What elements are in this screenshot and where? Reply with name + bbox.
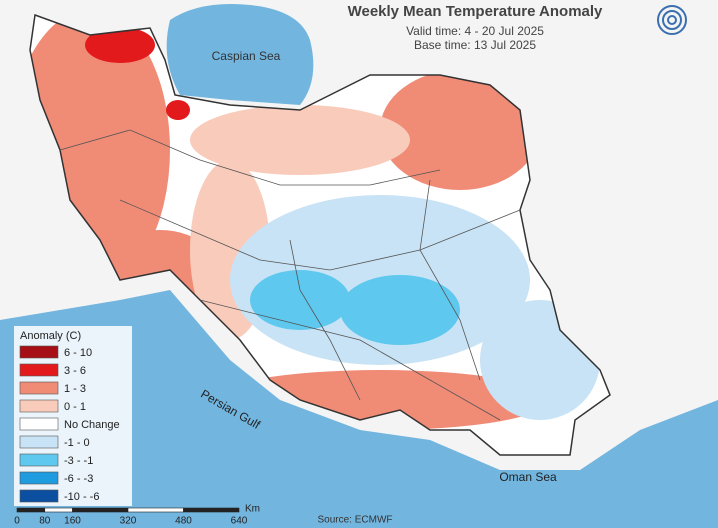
legend-label: -6 - -3	[64, 473, 93, 485]
scale-segment	[16, 507, 46, 513]
anomaly-area	[190, 105, 410, 175]
water-label: Oman Sea	[499, 470, 557, 484]
legend-swatch	[19, 363, 59, 377]
legend-label: 1 - 3	[64, 383, 86, 395]
scale-tick-label: 320	[120, 516, 137, 527]
scale-segment	[72, 507, 129, 513]
anomaly-field	[30, 15, 600, 430]
legend-swatch	[19, 489, 59, 503]
legend-swatch	[19, 435, 59, 449]
source: Source: ECMWF	[317, 515, 392, 526]
scale-tick-label: 480	[175, 516, 192, 527]
province-borders	[59, 129, 521, 421]
legend-label: 0 - 1	[64, 401, 86, 413]
anomaly-area	[166, 100, 190, 120]
legend-swatch	[19, 381, 59, 395]
anomaly-area	[380, 70, 540, 190]
legend-label: -1 - 0	[64, 437, 90, 449]
legend-label: 3 - 6	[64, 365, 86, 377]
scale-tick-label: 80	[39, 516, 51, 527]
anomaly-area	[250, 270, 350, 330]
scale-tick-label: 160	[64, 516, 81, 527]
map-title: Weekly Mean Temperature Anomaly	[348, 3, 603, 20]
legend-swatch	[19, 399, 59, 413]
southern-sea	[0, 290, 718, 528]
valid-time: Valid time: 4 - 20 Jul 2025	[406, 24, 544, 38]
caspian-sea	[166, 4, 314, 105]
base-time: Base time: 13 Jul 2025	[414, 38, 536, 52]
scale-tick-label: 0	[14, 516, 20, 527]
iran-border	[29, 13, 611, 456]
legend-swatch	[19, 471, 59, 485]
scale-tick-label: 640	[231, 516, 248, 527]
scale-segment	[44, 507, 73, 513]
legend-title: Anomaly (C)	[20, 330, 81, 342]
logo	[657, 5, 687, 35]
legend-label: No Change	[64, 419, 120, 431]
scale-segment	[127, 507, 184, 513]
legend-label: -10 - -6	[64, 491, 99, 503]
scale-segment	[183, 507, 240, 513]
anomaly-area	[340, 275, 460, 345]
legend-swatch	[19, 453, 59, 467]
legend: Anomaly (C) 6 - 10 3 - 6 1 - 3 0 - 1 No Chan…	[14, 326, 132, 506]
scale-unit: Km	[245, 504, 260, 515]
water-label: Caspian Sea	[212, 49, 281, 63]
legend-label: 6 - 10	[64, 347, 92, 359]
legend-swatch	[19, 345, 59, 359]
legend-label: -3 - -1	[64, 455, 93, 467]
legend-swatch	[19, 417, 59, 431]
anomaly-area	[85, 27, 155, 63]
